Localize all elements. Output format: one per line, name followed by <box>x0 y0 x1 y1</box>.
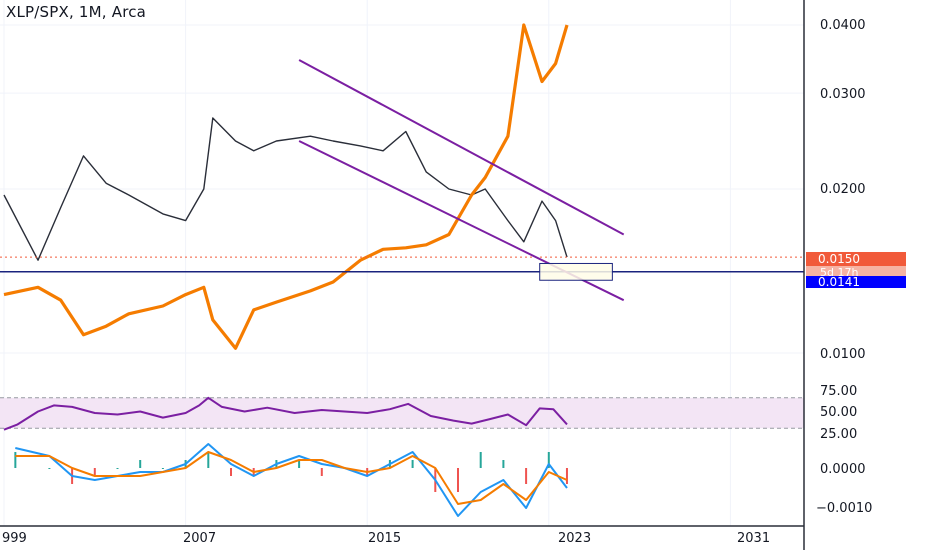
time-tick: 2031 <box>737 531 770 546</box>
macd-hist-bar <box>547 452 550 468</box>
macd-series-0 <box>15 443 568 517</box>
macd-hist-bar <box>48 468 51 469</box>
macd-series-1 <box>15 451 568 505</box>
last-price-value: 0.0150 <box>818 252 860 266</box>
last-price-badge <box>806 252 906 266</box>
macd-hist-bar <box>320 468 323 476</box>
price-tick: 0.0300 <box>820 87 866 102</box>
macd-hist-bar <box>230 468 232 476</box>
macd-hist-bar <box>502 460 505 468</box>
macd-hist-bar <box>411 460 414 468</box>
plot-lines <box>3 23 569 517</box>
rsi-series-0 <box>3 396 568 431</box>
price-series-1 <box>3 23 569 350</box>
rsi-tick: 75.00 <box>820 384 857 399</box>
macd-tick: 0.0000 <box>820 462 866 477</box>
rsi-tick: 50.00 <box>820 405 857 420</box>
macd-hist-bar <box>93 468 96 476</box>
chart-title: XLP/SPX, 1M, Arca <box>6 3 147 21</box>
macd-hist-bar <box>525 468 528 484</box>
rsi-band <box>0 397 804 429</box>
macd-tick: −0.0010 <box>816 501 872 516</box>
rsi-band-fill <box>0 397 804 429</box>
time-tick: 2007 <box>183 531 216 546</box>
time-tick: 2015 <box>368 531 401 546</box>
price-tick: 0.0200 <box>820 182 866 197</box>
countdown-value: 5d 17h <box>820 266 858 279</box>
time-tick: 2023 <box>558 531 591 546</box>
macd-hist-bar <box>14 452 17 468</box>
price-series-0 <box>3 117 568 261</box>
price-tick: 0.0100 <box>820 347 866 362</box>
macd-hist-bar <box>565 468 568 484</box>
macd-hist-bar <box>161 468 164 469</box>
macd-hist-bar <box>207 452 210 468</box>
macd-hist-bar <box>116 468 119 469</box>
drawings[interactable] <box>0 59 804 302</box>
macd-hist-bar <box>479 452 482 468</box>
hline-badge <box>806 276 906 288</box>
rsi-tick: 25.00 <box>820 427 857 442</box>
grid <box>0 0 804 526</box>
countdown-badge <box>806 266 906 277</box>
time-tick: 999 <box>2 531 27 546</box>
macd-hist-bar <box>298 460 301 468</box>
price-tick: 0.0400 <box>820 18 866 33</box>
hline-value: 0.0141 <box>818 275 860 289</box>
channel-upper-line <box>298 59 625 236</box>
target-box <box>539 262 613 281</box>
macd-hist-bar <box>139 460 142 468</box>
macd-hist-bar <box>457 468 459 492</box>
